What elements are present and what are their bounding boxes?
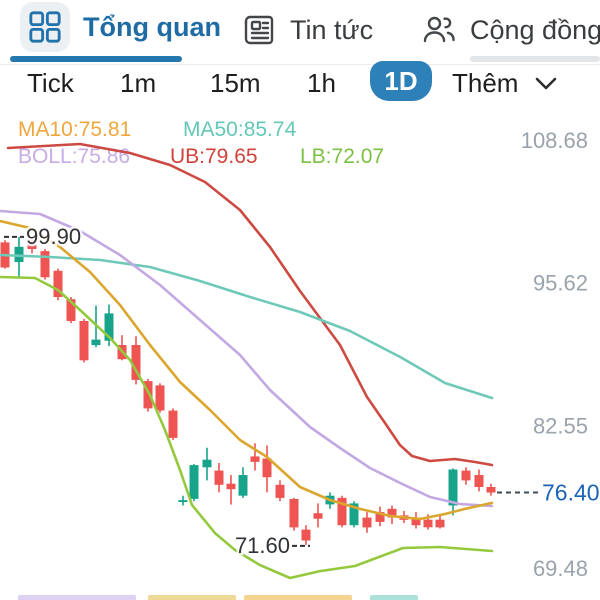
candle-body: [79, 321, 89, 361]
indicator-label: MA10:75.81: [18, 118, 131, 141]
cutoff-text-fragment: [18, 595, 136, 600]
timeframe-15m[interactable]: 15m: [210, 68, 261, 98]
line-ma50: [0, 253, 494, 400]
axis-label: 95.62: [533, 271, 588, 296]
indicator-label: UB:79.65: [170, 145, 258, 168]
community-icon: [421, 12, 457, 48]
candle-body: [226, 483, 236, 490]
indicator-label: LB:72.07: [300, 145, 384, 168]
axis-label: 82.55: [533, 413, 588, 438]
timeframe-tick[interactable]: Tick: [27, 68, 74, 98]
price-annotation: 71.60: [235, 533, 290, 558]
nav-tab-community[interactable]: Cộng đồng: [421, 5, 600, 55]
line-ma10: [0, 219, 494, 521]
line-bollinger-lower: [0, 275, 494, 580]
axis-label: 69.48: [533, 556, 588, 581]
nav-tab-news[interactable]: Tin tức: [241, 5, 373, 55]
header-divider: [0, 64, 600, 65]
candle-body: [262, 458, 272, 478]
candle-body: [40, 251, 50, 278]
candle-body: [168, 410, 178, 438]
candle-body: [91, 339, 101, 346]
candle-body: [448, 469, 458, 506]
price-annotation: 99.90: [26, 224, 81, 249]
last-price-label: 76.40: [542, 479, 600, 505]
indicator-label: BOLL:75.86: [18, 145, 130, 168]
candle-body: [143, 381, 153, 409]
price-chart[interactable]: MA10:75.81 MA50:85.74 BOLL:75.86 UB:79.65 LB…: [0, 100, 600, 600]
candle-body: [238, 475, 248, 496]
cutoff-indicator-row: [0, 592, 600, 600]
chevron-down-icon: [536, 77, 557, 90]
candle-body: [461, 470, 471, 481]
candle-body: [250, 456, 260, 462]
candle-body: [202, 459, 212, 468]
candle-body: [387, 508, 397, 518]
timeframe-1d-selected[interactable]: 1D: [370, 61, 432, 101]
timeframe-more[interactable]: Thêm: [452, 66, 560, 100]
timeframe-1m[interactable]: 1m: [120, 68, 157, 98]
timeframe-1h[interactable]: 1h: [307, 68, 336, 98]
candle-body: [131, 345, 141, 380]
candle-body: [411, 517, 421, 526]
candle-body: [313, 513, 323, 519]
active-tab-indicator: [10, 56, 182, 62]
candle-body: [214, 470, 224, 485]
inactive-tab-indicator: [470, 56, 600, 62]
candle-body: [104, 313, 114, 341]
candle-body: [375, 512, 385, 522]
candle-body: [337, 497, 347, 526]
nav-tab-overview[interactable]: Tổng quan: [20, 2, 221, 52]
candle-body: [66, 299, 76, 321]
candle-body: [486, 487, 496, 493]
candle-body: [14, 246, 24, 263]
candle-body: [435, 519, 445, 528]
candle-body: [349, 503, 359, 526]
axis-label: 108.68: [521, 128, 588, 153]
candle-body: [289, 499, 299, 528]
indicator-label: MA50:85.74: [183, 118, 297, 141]
cutoff-text-fragment: [244, 595, 352, 600]
candle-body: [362, 517, 372, 528]
candle-body: [423, 519, 433, 528]
timeframe-more-label: Thêm: [452, 68, 519, 98]
line-bollinger-upper: [6, 142, 494, 467]
line-bollinger-mid: [0, 209, 494, 508]
candle-body: [301, 529, 311, 541]
grid-icon: [20, 2, 70, 52]
nav-tab-news-label: Tin tức: [290, 14, 374, 45]
candle-body: [155, 385, 165, 411]
cutoff-text-fragment: [370, 595, 418, 600]
candle-body: [27, 244, 37, 249]
cutoff-text-fragment: [148, 595, 236, 600]
nav-tab-community-label: Cộng đồng: [470, 14, 600, 45]
candle-body: [474, 475, 484, 487]
candle-body: [189, 465, 199, 499]
news-icon: [241, 12, 277, 48]
candle-body: [178, 500, 188, 503]
candle-body: [275, 484, 285, 498]
nav-tab-overview-label: Tổng quan: [83, 11, 221, 42]
candle-body: [53, 270, 63, 297]
